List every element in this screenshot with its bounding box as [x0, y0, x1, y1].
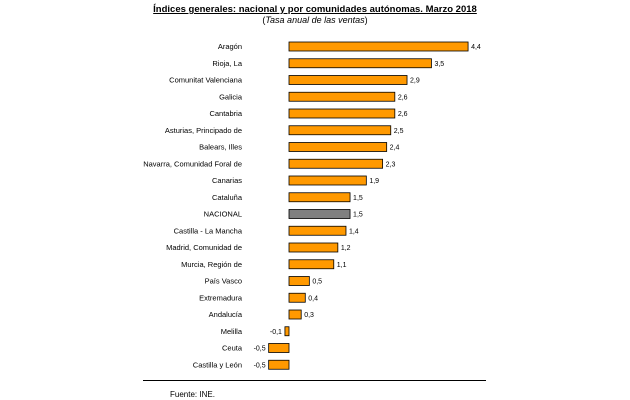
value-label: 1,5 — [353, 212, 363, 219]
value-label: 2,6 — [398, 111, 408, 118]
category-label: País Vasco — [205, 277, 242, 286]
category-label: Comunitat Valenciana — [169, 76, 243, 85]
value-label: 0,4 — [308, 295, 318, 302]
value-label: 1,1 — [337, 262, 347, 269]
value-label: 3,5 — [434, 61, 444, 68]
bar — [288, 259, 335, 270]
bar — [288, 276, 310, 286]
value-label: 0,5 — [312, 279, 322, 286]
bar — [288, 158, 384, 169]
bar — [288, 292, 306, 303]
category-label: NACIONAL — [204, 210, 242, 219]
bar — [288, 225, 347, 236]
category-label: Cantabria — [209, 109, 242, 118]
value-label: 4,4 — [471, 44, 481, 51]
value-label: 2,9 — [410, 78, 420, 85]
bar — [268, 359, 290, 370]
bar — [288, 142, 388, 152]
bar — [288, 309, 302, 320]
subtitle-open-paren: ( — [262, 15, 266, 25]
bar — [288, 75, 408, 85]
category-label: Melilla — [221, 327, 243, 336]
category-label: Galicia — [219, 92, 243, 101]
bar-highlight — [288, 209, 351, 219]
bar — [288, 41, 469, 52]
bar — [288, 125, 392, 136]
category-label: Rioja, La — [212, 59, 242, 68]
bar — [288, 108, 396, 119]
bar — [284, 326, 290, 337]
category-label: Canarias — [212, 176, 242, 185]
category-label: Murcia, Región de — [181, 260, 242, 269]
category-label: Balears, Illes — [199, 143, 242, 152]
category-label: Navarra, Comunidad Foral de — [143, 159, 242, 168]
value-label: 2,6 — [398, 94, 408, 101]
bar — [288, 192, 351, 203]
value-label: 0,3 — [304, 312, 314, 319]
value-label: -0,5 — [254, 362, 266, 369]
subtitle-close-paren: ) — [364, 15, 368, 25]
value-label: 2,5 — [394, 128, 404, 135]
bar — [288, 175, 367, 186]
bar — [288, 91, 396, 102]
category-label: Extremadura — [199, 293, 243, 302]
value-label: -0,1 — [270, 329, 282, 336]
footer-divider — [143, 380, 486, 381]
category-label: Cataluña — [212, 193, 243, 202]
source-note: Fuente: INE. — [170, 390, 215, 399]
value-label: -0,5 — [254, 346, 266, 353]
value-label: 1,2 — [341, 245, 351, 252]
category-label: Asturias, Principado de — [165, 126, 242, 135]
value-label: 2,3 — [386, 161, 396, 168]
bar — [268, 343, 290, 353]
value-label: 1,5 — [353, 195, 363, 202]
chart-subtitle: (Tasa anual de las ventas) — [0, 15, 630, 25]
value-label: 2,4 — [390, 145, 400, 152]
value-label: 1,9 — [369, 178, 379, 185]
category-label: Castilla y León — [193, 360, 242, 369]
category-label: Andalucía — [209, 310, 243, 319]
chart-title: Índices generales: nacional y por comuni… — [153, 4, 477, 15]
subtitle-text: Tasa anual de las ventas — [265, 15, 365, 25]
bar — [288, 58, 432, 69]
bar — [288, 242, 339, 253]
category-label: Madrid, Comunidad de — [166, 243, 242, 252]
category-label: Castilla - La Mancha — [174, 226, 243, 235]
category-label: Ceuta — [222, 344, 243, 353]
value-label: 1,4 — [349, 228, 359, 235]
category-label: Aragón — [218, 42, 242, 51]
